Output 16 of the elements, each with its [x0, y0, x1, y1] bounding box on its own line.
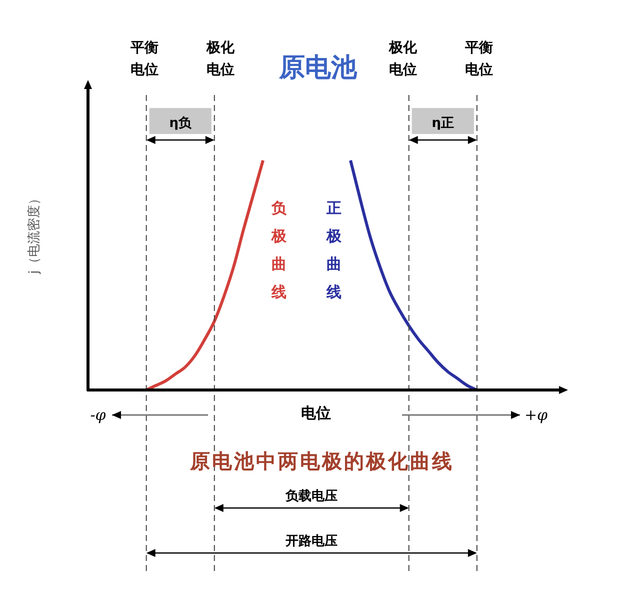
text: 极化电位 — [388, 40, 418, 78]
text: 原电池中两电极的极化曲线 — [189, 449, 454, 473]
text: η正 — [432, 116, 454, 131]
text: 平衡电位 — [129, 40, 158, 78]
text: +φ — [524, 406, 548, 424]
chart-title: 原电池 — [278, 53, 358, 83]
text: η负 — [169, 116, 192, 131]
text: 极化电位 — [205, 40, 236, 78]
text: 平衡电位 — [464, 40, 493, 78]
text: 负载电压 — [284, 489, 338, 504]
series-label: 负极曲线 — [270, 199, 288, 301]
text: -φ — [90, 406, 106, 424]
y-axis-title: j（电流密度） — [26, 192, 42, 275]
x-axis-title: 电位 — [301, 404, 331, 422]
text: 开路电压 — [284, 534, 338, 549]
series-label: 正极曲线 — [326, 199, 342, 301]
